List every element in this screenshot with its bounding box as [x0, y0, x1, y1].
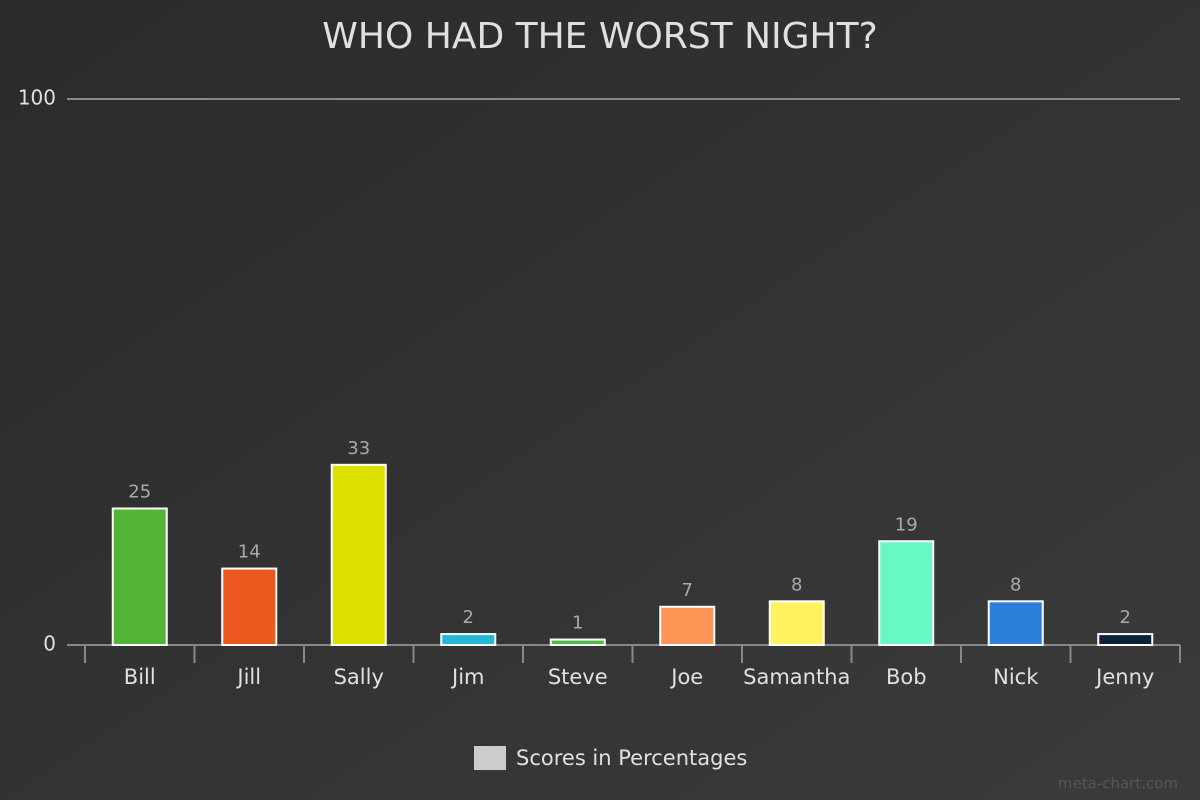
- watermark: meta-chart.com: [1058, 775, 1178, 793]
- bar: [878, 540, 935, 647]
- bar: [440, 633, 497, 647]
- x-tick-label: Jim: [450, 665, 484, 689]
- chart-title: WHO HAD THE WORST NIGHT?: [322, 16, 877, 57]
- y-tick-label: 100: [18, 86, 56, 110]
- legend-label: Scores in Percentages: [516, 746, 747, 770]
- legend-swatch: [474, 746, 506, 770]
- x-tick-label: Bill: [124, 665, 156, 689]
- bar: [987, 600, 1044, 647]
- x-tick-label: Sally: [334, 665, 384, 689]
- x-tick-label: Nick: [993, 665, 1039, 689]
- data-label: 7: [682, 580, 693, 601]
- bar: [221, 567, 278, 646]
- bar: [111, 507, 168, 646]
- data-label: 14: [238, 542, 261, 563]
- x-tick-label: Steve: [548, 665, 608, 689]
- data-label: 8: [1010, 574, 1021, 595]
- data-label: 19: [895, 514, 918, 535]
- bar: [330, 463, 387, 646]
- bar: [659, 605, 716, 647]
- bar: [549, 638, 606, 646]
- data-label: 2: [1120, 607, 1131, 628]
- x-tick-label: Joe: [669, 665, 703, 689]
- data-label: 1: [572, 613, 583, 634]
- data-label: 33: [347, 438, 370, 459]
- x-tick-label: Jill: [235, 665, 261, 689]
- bar: [768, 600, 825, 647]
- data-label: 8: [791, 574, 802, 595]
- x-tick-label: Bob: [886, 665, 927, 689]
- bar: [1097, 633, 1154, 647]
- data-label: 25: [128, 482, 151, 503]
- data-label: 2: [463, 607, 474, 628]
- y-tick-label: 0: [43, 632, 56, 656]
- x-tick-label: Samantha: [743, 665, 850, 689]
- x-tick-label: Jenny: [1094, 665, 1154, 689]
